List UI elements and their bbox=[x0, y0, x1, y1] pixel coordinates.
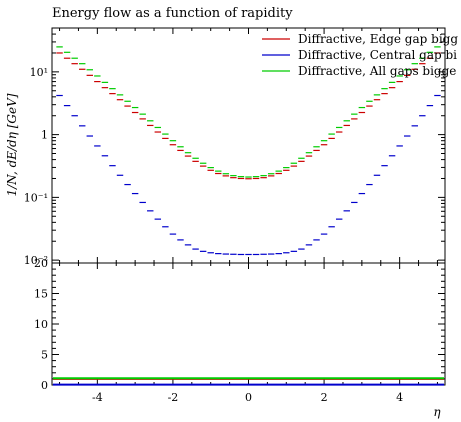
ratio-tick-label: 10 bbox=[34, 318, 48, 331]
ratio-tick-label: 5 bbox=[41, 349, 48, 362]
y-tick-label: 1 bbox=[41, 129, 48, 142]
y-axis-label: 1/N, dE/dη [GeV] bbox=[5, 93, 19, 196]
axis-ticks: -4 -2 0 2 4 10⁻² 10⁻¹ 1 10¹ 0 5 10 15 20 bbox=[24, 27, 445, 404]
x-tick-label: 4 bbox=[396, 391, 403, 404]
legend-label: Diffractive, Edge gap bigg bbox=[298, 32, 458, 46]
ratio-tick-label: 20 bbox=[34, 257, 48, 270]
ratio-tick-label: 0 bbox=[41, 379, 48, 392]
x-axis-label: η bbox=[433, 405, 441, 419]
legend: Diffractive, Edge gap bigg Diffractive, C… bbox=[262, 32, 458, 78]
data-points bbox=[56, 46, 441, 256]
chart-title: Energy flow as a function of rapidity bbox=[52, 6, 293, 21]
ratio-tick-label: 15 bbox=[34, 288, 48, 301]
series-3 bbox=[56, 46, 441, 178]
series-2 bbox=[56, 94, 441, 256]
legend-label: Diffractive, All gaps bigge bbox=[298, 64, 456, 78]
y-tick-label: 10¹ bbox=[30, 66, 48, 79]
x-tick-label: -2 bbox=[168, 391, 179, 404]
x-tick-label: 0 bbox=[245, 391, 252, 404]
y-tick-label: 10⁻¹ bbox=[24, 191, 48, 204]
y-tick-label: 10⁻² bbox=[24, 254, 48, 267]
legend-label: Diffractive, Central gap bi bbox=[298, 48, 457, 62]
ratio-plot-frame bbox=[51, 262, 446, 386]
series-1 bbox=[56, 52, 441, 180]
x-tick-label: -4 bbox=[92, 391, 103, 404]
ratio-lines bbox=[53, 377, 444, 386]
x-tick-label: 2 bbox=[321, 391, 328, 404]
